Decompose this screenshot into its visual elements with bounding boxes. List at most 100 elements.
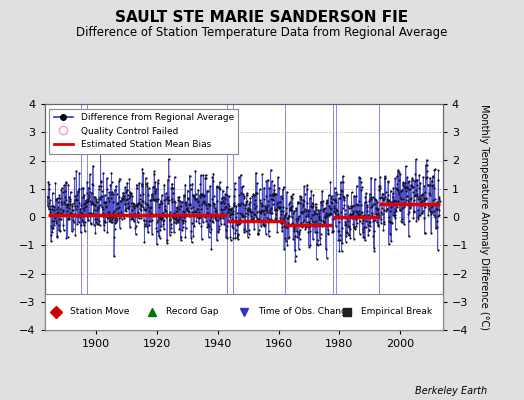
Point xyxy=(48,206,56,212)
Point xyxy=(216,215,225,222)
Point xyxy=(385,241,393,247)
Point xyxy=(154,216,162,223)
Point xyxy=(286,206,294,213)
Point xyxy=(370,228,378,234)
Point xyxy=(312,256,321,262)
Point xyxy=(358,213,366,220)
Point xyxy=(122,205,130,211)
Point xyxy=(221,210,230,217)
Point xyxy=(337,247,346,254)
Point xyxy=(282,215,291,221)
Point xyxy=(96,196,104,202)
Point xyxy=(233,221,241,227)
Point xyxy=(330,203,339,209)
Point xyxy=(344,218,353,224)
Point xyxy=(427,209,435,215)
Point xyxy=(371,195,379,202)
Point xyxy=(138,204,147,210)
Point xyxy=(128,215,136,221)
Point xyxy=(403,184,411,190)
Point xyxy=(59,208,67,214)
Point xyxy=(94,204,102,210)
Point xyxy=(280,214,289,220)
Point xyxy=(93,216,102,222)
Point xyxy=(391,206,399,212)
Point xyxy=(100,218,108,224)
Point xyxy=(123,187,131,193)
Point xyxy=(158,192,166,198)
Point xyxy=(189,209,198,216)
Point xyxy=(275,204,283,211)
Point xyxy=(112,205,120,212)
Point xyxy=(341,222,350,228)
Point xyxy=(278,195,286,202)
Point xyxy=(131,203,139,210)
Point xyxy=(277,220,286,227)
Point xyxy=(384,192,392,198)
Point xyxy=(282,205,291,211)
Point xyxy=(175,193,183,200)
Point xyxy=(431,225,440,232)
Point xyxy=(171,212,180,218)
Point xyxy=(347,203,355,209)
Point xyxy=(310,218,318,225)
Point xyxy=(103,175,111,181)
Point xyxy=(281,224,290,230)
Point xyxy=(173,205,181,211)
Point xyxy=(213,198,221,204)
Point xyxy=(282,210,290,216)
Point xyxy=(97,204,106,210)
Point xyxy=(246,213,255,219)
Point xyxy=(325,212,333,218)
Point xyxy=(57,198,65,205)
Point xyxy=(54,208,63,215)
Point xyxy=(192,196,201,202)
Point xyxy=(195,220,203,226)
Point xyxy=(381,175,390,181)
Point xyxy=(431,196,439,202)
Point xyxy=(394,200,402,206)
Point xyxy=(91,202,99,208)
Point xyxy=(133,182,141,188)
Point xyxy=(74,219,83,226)
Point xyxy=(372,211,380,217)
Point xyxy=(90,194,99,200)
Point xyxy=(78,217,86,224)
Point xyxy=(47,203,55,209)
Point xyxy=(432,202,440,208)
Point xyxy=(108,210,117,216)
Point xyxy=(348,208,357,214)
Point xyxy=(324,230,332,237)
Point xyxy=(420,229,429,236)
Point xyxy=(199,192,208,199)
Point xyxy=(206,183,214,189)
Point xyxy=(155,233,163,239)
Point xyxy=(326,211,334,217)
Point xyxy=(316,241,324,248)
Point xyxy=(93,205,102,212)
Point xyxy=(222,227,230,233)
Point xyxy=(83,213,91,220)
Point xyxy=(248,193,257,199)
Point xyxy=(352,193,360,199)
Point xyxy=(154,180,162,186)
Point xyxy=(61,180,70,186)
Point xyxy=(226,212,234,218)
Point xyxy=(121,184,129,190)
Point xyxy=(296,236,304,242)
Point xyxy=(376,194,385,200)
Point xyxy=(322,212,330,218)
Point xyxy=(320,219,328,225)
Point xyxy=(352,208,361,215)
Point xyxy=(118,196,126,202)
Point xyxy=(48,218,57,224)
Point xyxy=(418,210,427,216)
Point xyxy=(295,230,303,237)
Point xyxy=(280,223,288,230)
Point xyxy=(220,221,228,228)
Point xyxy=(403,179,412,185)
Point xyxy=(126,189,135,195)
Point xyxy=(272,214,280,221)
Point xyxy=(359,217,368,224)
Legend: Difference from Regional Average, Quality Control Failed, Estimated Station Mean: Difference from Regional Average, Qualit… xyxy=(49,108,238,154)
